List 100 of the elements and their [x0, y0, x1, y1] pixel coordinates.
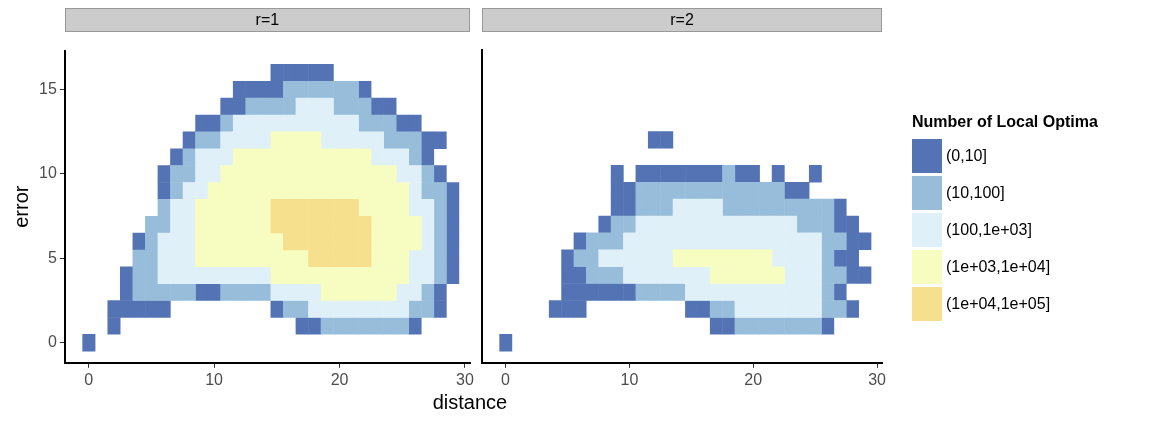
point: [561, 249, 575, 267]
point: [145, 300, 159, 318]
point: [759, 198, 773, 217]
point: [660, 181, 674, 200]
point: [672, 164, 686, 183]
point: [446, 232, 460, 251]
point: [833, 300, 847, 318]
y-tick-label: 0: [47, 332, 57, 350]
point: [722, 266, 736, 284]
chart-title: r=1: [64, 8, 470, 32]
point: [709, 317, 723, 335]
point: [358, 232, 372, 251]
point: [771, 198, 785, 217]
point: [358, 249, 372, 268]
point: [771, 317, 785, 335]
point: [796, 215, 810, 234]
point: [660, 164, 674, 183]
point: [734, 198, 748, 217]
point: [598, 266, 612, 284]
point: [697, 300, 711, 318]
point: [598, 215, 612, 234]
point: [808, 215, 822, 234]
point: [796, 317, 810, 335]
point: [623, 215, 637, 234]
point: [270, 80, 284, 99]
point: [635, 198, 649, 217]
point: [846, 266, 859, 284]
point: [82, 334, 96, 352]
point: [345, 215, 359, 234]
point: [784, 317, 798, 335]
point: [821, 215, 835, 234]
point: [734, 164, 748, 183]
point: [270, 64, 284, 82]
point: [734, 317, 748, 335]
point: [270, 199, 284, 217]
point: [722, 164, 736, 183]
point: [660, 198, 674, 217]
x-tick-label: 0: [84, 370, 94, 388]
point: [320, 249, 334, 268]
point: [573, 232, 587, 251]
point: [771, 181, 785, 200]
x-axis-title: distance: [431, 391, 509, 414]
point: [610, 198, 624, 217]
x-tick-label: 0: [501, 370, 511, 388]
point: [345, 249, 359, 268]
point: [821, 283, 835, 301]
point: [586, 266, 599, 284]
point: [833, 198, 847, 217]
point: [821, 266, 835, 284]
point: [722, 181, 736, 200]
point: [734, 181, 748, 200]
point: [709, 300, 723, 318]
point: [722, 317, 736, 335]
point: [433, 165, 447, 183]
point: [685, 249, 698, 267]
point: [308, 64, 322, 82]
point: [734, 266, 748, 284]
point: [709, 266, 723, 284]
y-axis-title: error: [9, 185, 32, 228]
point: [771, 164, 785, 183]
point: [709, 181, 723, 200]
point: [610, 283, 624, 301]
point: [833, 215, 847, 234]
y-tick-label: 15: [39, 79, 57, 97]
point: [771, 266, 785, 284]
x-tick-label: 20: [330, 370, 349, 388]
point: [358, 215, 372, 234]
point: [833, 232, 847, 251]
point: [808, 317, 822, 335]
point: [660, 131, 674, 149]
point: [295, 199, 309, 217]
point: [635, 181, 649, 200]
point: [610, 215, 624, 234]
point: [308, 249, 322, 268]
x-tick-label: 10: [205, 370, 224, 388]
point: [220, 97, 234, 116]
legend-label: (0,10]: [946, 146, 987, 165]
point: [561, 283, 575, 301]
point: [308, 317, 322, 335]
point: [647, 131, 661, 149]
point: [821, 198, 835, 217]
point: [295, 317, 309, 335]
point: [232, 97, 246, 116]
point: [573, 249, 587, 267]
point: [573, 300, 587, 318]
point: [784, 198, 798, 217]
point: [433, 300, 447, 318]
x-tick-label: 20: [744, 370, 763, 388]
point: [623, 181, 637, 200]
point: [120, 266, 134, 284]
legend-label: (1e+03,1e+04]: [946, 257, 1051, 276]
point: [759, 249, 773, 267]
point: [370, 97, 384, 116]
point: [257, 80, 272, 99]
point: [647, 198, 661, 217]
point: [635, 164, 649, 183]
point: [232, 80, 246, 99]
point: [195, 114, 209, 133]
x-tick-label: 10: [620, 370, 639, 388]
point: [395, 114, 410, 133]
